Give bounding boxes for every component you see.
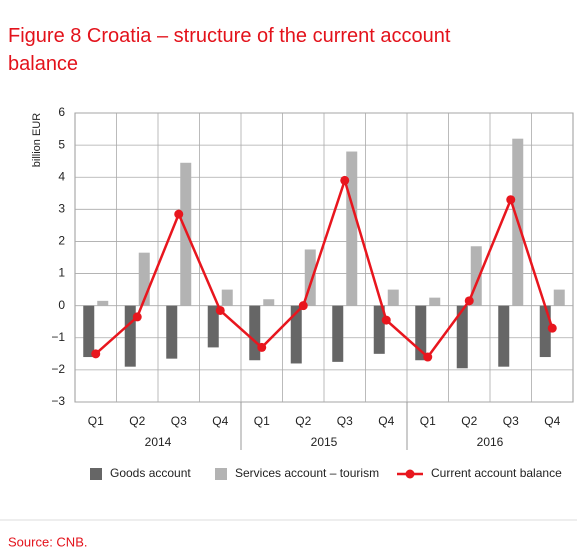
bar [180,162,192,306]
group-label: 2016 [477,435,504,449]
bar [387,289,399,306]
line-point [257,342,267,352]
chart-title-line-1: Figure 8 Croatia – structure of the curr… [8,25,451,47]
bar [539,305,551,358]
line-point [381,315,391,325]
x-tick-label: Q1 [88,414,104,428]
line-point [547,323,557,333]
x-tick-label: Q1 [420,414,436,428]
y-tick-label: 2 [58,234,65,248]
bar [456,305,468,369]
bar [97,300,109,306]
legend-marker [215,468,227,480]
group-label: 2014 [145,435,172,449]
bar [124,305,136,367]
x-tick-label: Q3 [337,414,353,428]
bar [138,252,150,306]
bar [498,305,510,367]
y-axis-label: billion EUR [31,113,43,167]
legend-label: Current account balance [431,466,562,480]
bar [553,289,565,306]
x-tick-label: Q2 [461,414,477,428]
x-tick-label: Q3 [503,414,519,428]
bar [83,305,95,358]
title-part: balance [8,53,78,75]
bar [415,305,427,361]
bar [166,305,178,359]
x-tick-label: Q4 [544,414,560,428]
y-tick-label: 5 [58,137,65,151]
y-tick-label: 4 [58,169,65,183]
legend-marker [90,468,102,480]
x-tick-label: Q1 [254,414,270,428]
bar [207,305,219,348]
line-point [298,301,308,311]
line-point [132,312,142,322]
line-point [423,352,433,362]
bar [470,246,482,306]
y-tick-label: 6 [58,105,65,119]
group-label: 2015 [311,435,338,449]
x-tick-label: Q4 [212,414,228,428]
bar [429,297,441,306]
line-point [506,195,516,205]
line-point [91,349,101,359]
legend-label: Services account – tourism [235,466,379,480]
line-point [464,296,474,306]
y-tick-label: −2 [51,362,65,376]
x-tick-label: Q3 [171,414,187,428]
chart-title-line-2: balance [8,53,78,75]
bar [249,305,261,361]
x-tick-label: Q2 [129,414,145,428]
legend-marker [405,469,415,479]
legend-label: Goods account [110,466,191,480]
y-tick-label: −3 [51,394,65,408]
bar [290,305,302,364]
y-tick-label: 0 [58,298,65,312]
bar [221,289,233,306]
title-part: Figure 8 Croatia – structure of the curr… [8,25,451,47]
y-tick-label: 1 [58,266,65,280]
source: Source: CNB. [8,534,87,549]
x-tick-label: Q2 [295,414,311,428]
bar [346,151,358,306]
bar [373,305,385,354]
y-tick-label: −1 [51,330,65,344]
line-point [340,175,350,185]
y-tick-label: 3 [58,202,65,216]
line-point [215,305,225,315]
x-tick-label: Q4 [378,414,394,428]
bar [332,305,344,362]
bar [263,299,275,306]
line [94,176,554,359]
bar [304,249,316,306]
line-point [174,209,184,219]
